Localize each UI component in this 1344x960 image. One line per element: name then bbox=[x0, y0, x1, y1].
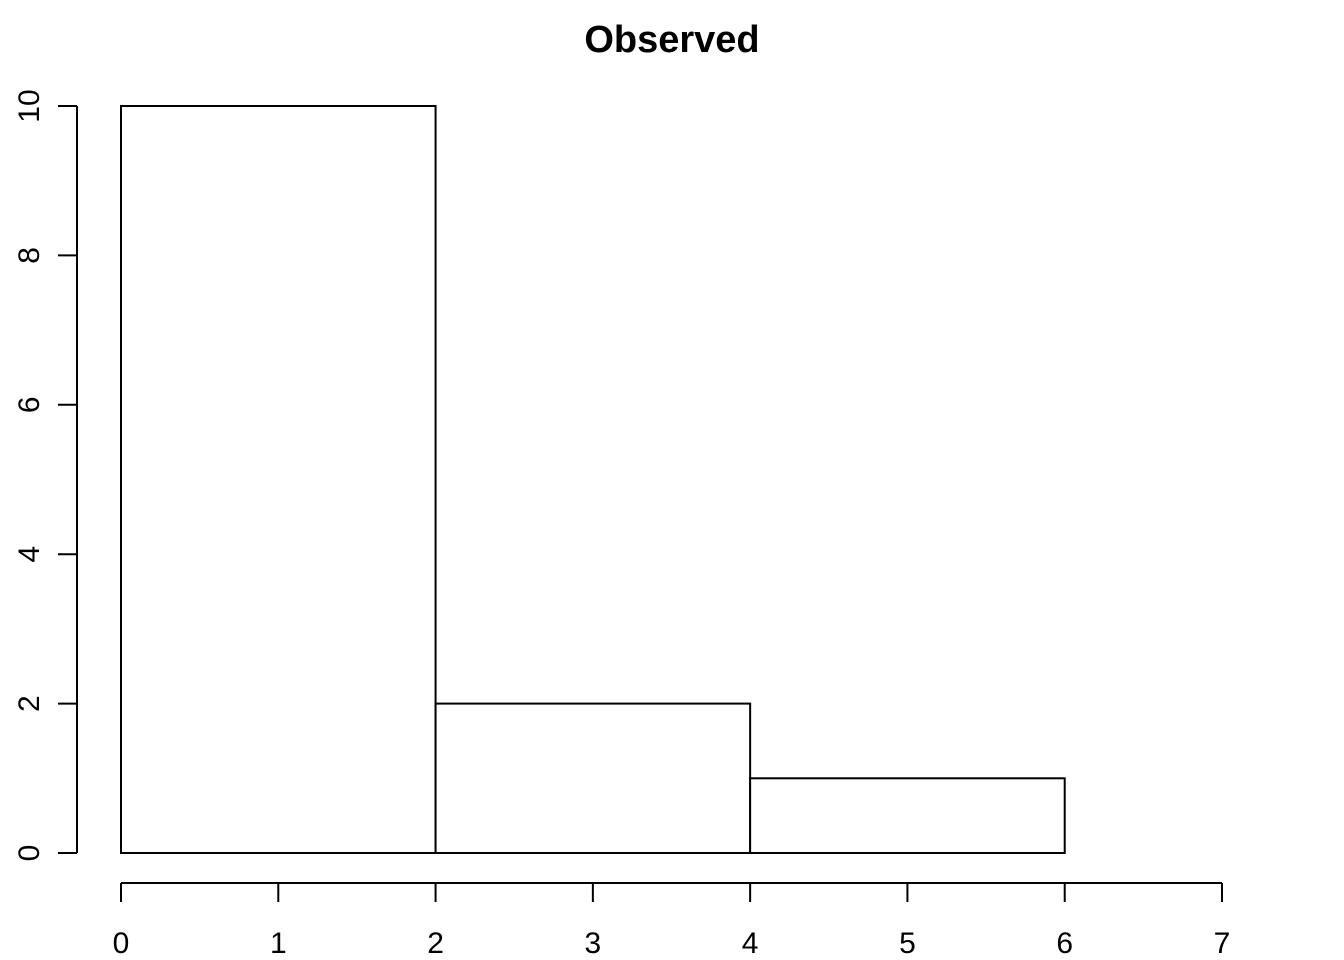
x-axis: 0 1 2 3 4 5 6 7 bbox=[113, 882, 1231, 960]
x-tick-label-5: 5 bbox=[899, 927, 916, 960]
histogram-bar-2 bbox=[749, 777, 1066, 854]
y-tick-label-0: 0 bbox=[13, 845, 46, 862]
histogram-bar-1 bbox=[434, 702, 752, 854]
x-tick-label-0: 0 bbox=[113, 927, 130, 960]
chart-title: Observed bbox=[584, 19, 759, 61]
x-tick-label-1: 1 bbox=[270, 927, 287, 960]
y-tick-label-3: 6 bbox=[13, 396, 46, 413]
bars-group bbox=[120, 105, 1066, 854]
y-axis: 0 2 4 6 8 10 bbox=[13, 89, 78, 862]
y-tick-label-5: 10 bbox=[13, 89, 46, 122]
x-tick-label-6: 6 bbox=[1056, 927, 1073, 960]
y-tick-label-1: 2 bbox=[13, 695, 46, 712]
y-tick-label-4: 8 bbox=[13, 247, 46, 264]
x-tick-label-3: 3 bbox=[585, 927, 602, 960]
x-tick-label-4: 4 bbox=[742, 927, 759, 960]
x-tick-label-2: 2 bbox=[427, 927, 444, 960]
histogram-bar-0 bbox=[120, 105, 437, 854]
x-tick-label-7: 7 bbox=[1214, 927, 1231, 960]
y-tick-label-2: 4 bbox=[13, 546, 46, 563]
